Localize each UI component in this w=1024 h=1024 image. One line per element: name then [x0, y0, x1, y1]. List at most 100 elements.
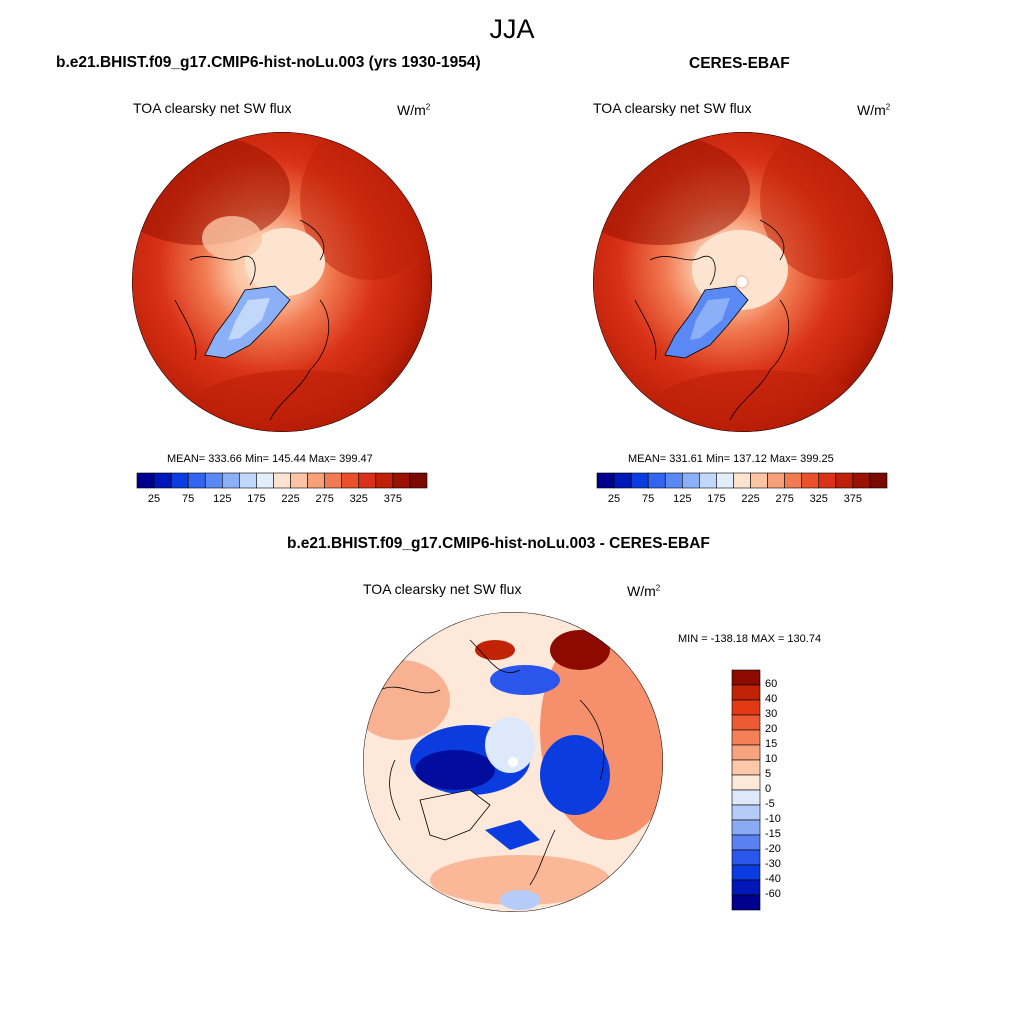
colorbar-tick-label: 175	[247, 493, 266, 505]
colorbar-box	[341, 472, 360, 489]
colorbar-tick-label: 125	[213, 493, 232, 505]
colorbar-tick-label: 20	[765, 723, 778, 735]
colorbar-left	[136, 472, 428, 489]
colorbar-box	[664, 472, 683, 489]
map-diff-field	[540, 735, 610, 815]
panel-right-stats: MEAN= 331.61 Min= 137.12 Max= 399.25	[628, 453, 834, 465]
map-left-field	[132, 135, 290, 245]
colorbar-tick-label: 40	[765, 693, 778, 705]
colorbar-box	[731, 864, 761, 881]
panel-left-title: b.e21.BHIST.f09_g17.CMIP6-hist-noLu.003 …	[56, 54, 481, 71]
colorbar-box	[307, 472, 325, 489]
colorbar-box	[731, 699, 761, 716]
colorbar-box	[716, 472, 734, 489]
panel-left-units: W/m2	[397, 102, 431, 118]
colorbar-diff	[731, 669, 761, 911]
colorbar-tick-label: 5	[765, 768, 772, 780]
colorbar-tick-label: 25	[147, 493, 161, 505]
map-diff-greenland	[419, 789, 491, 841]
map-diff-field	[490, 665, 560, 695]
colorbar-tick-label: 325	[349, 493, 368, 505]
colorbar-box	[731, 834, 761, 851]
colorbar-box	[187, 472, 206, 489]
colorbar-box	[613, 472, 632, 489]
colorbar-box	[204, 472, 223, 489]
map-diff-pole	[508, 757, 518, 767]
colorbar-box	[835, 472, 854, 489]
colorbar-tick-label: 275	[775, 493, 794, 505]
colorbar-tick-label: -30	[765, 858, 781, 870]
colorbar-tick-label: 25	[607, 493, 621, 505]
colorbar-tick-label: 0	[765, 783, 772, 795]
colorbar-box	[767, 472, 785, 489]
colorbar-box	[153, 472, 172, 489]
diff-units: W/m2	[627, 583, 661, 599]
map-left-field	[190, 370, 410, 432]
panel-right-title: CERES-EBAF	[689, 55, 790, 72]
colorbar-box	[869, 472, 888, 489]
colorbar-box	[239, 472, 257, 489]
map-right-field	[593, 135, 750, 245]
map-diff	[363, 612, 663, 912]
colorbar-box	[221, 472, 240, 489]
colorbar-tick-label: 325	[809, 493, 828, 505]
map-diff-field	[500, 890, 540, 910]
map-left-coastlines	[174, 219, 330, 421]
colorbar-box	[731, 669, 761, 686]
map-left-greenland-inner	[228, 298, 270, 340]
colorbar-tick-label: 75	[642, 493, 655, 505]
map-diff-field	[485, 820, 540, 850]
colorbar-box	[818, 472, 837, 489]
colorbar-box	[392, 472, 411, 489]
colorbar-box	[731, 774, 761, 791]
colorbar-box	[681, 472, 700, 489]
colorbar-tick-label: 125	[673, 493, 692, 505]
colorbar-box	[852, 472, 871, 489]
map-left	[132, 132, 432, 432]
colorbar-tick-label: -40	[765, 873, 781, 885]
colorbar-box	[801, 472, 820, 489]
colorbar-tick-label: 175	[707, 493, 726, 505]
map-left-arctic	[245, 228, 325, 296]
map-diff-arctic	[485, 717, 535, 773]
colorbar-box	[731, 714, 761, 731]
colorbar-box	[273, 472, 291, 489]
colorbar-tick-label: 275	[315, 493, 334, 505]
colorbar-box	[731, 849, 761, 866]
colorbar-box	[375, 472, 394, 489]
panel-right-variable: TOA clearsky net SW flux	[593, 100, 752, 116]
colorbar-box	[731, 804, 761, 821]
colorbar-box	[409, 472, 428, 489]
panel-right-units: W/m2	[857, 102, 891, 118]
panel-left-stats: MEAN= 333.66 Min= 145.44 Max= 399.47	[167, 453, 373, 465]
map-right-greenland-inner	[690, 298, 730, 340]
colorbar-box	[731, 879, 761, 896]
colorbar-tick-label: 60	[765, 678, 778, 690]
colorbar-box	[324, 472, 343, 489]
map-diff-field	[363, 660, 450, 740]
colorbar-box	[731, 894, 761, 911]
colorbar-box	[750, 472, 768, 489]
panel-left-variable: TOA clearsky net SW flux	[133, 100, 292, 116]
map-right	[593, 132, 893, 432]
colorbar-box	[731, 789, 761, 806]
colorbar-box	[136, 472, 155, 489]
colorbar-box	[699, 472, 717, 489]
colorbar-tick-label: 375	[843, 493, 863, 505]
map-diff-field	[415, 750, 495, 790]
colorbar-tick-label: 75	[182, 493, 195, 505]
colorbar-tick-label: -10	[765, 813, 781, 825]
map-right-pole	[735, 275, 749, 289]
colorbar-box	[170, 472, 189, 489]
colorbar-tick-label: -60	[765, 888, 781, 900]
colorbar-box	[784, 472, 803, 489]
map-right-coastlines	[634, 219, 790, 421]
diff-variable: TOA clearsky net SW flux	[363, 581, 522, 597]
colorbar-tick-label: 15	[765, 738, 778, 750]
colorbar-box	[290, 472, 308, 489]
map-right-field	[650, 370, 870, 432]
map-left-field	[202, 216, 262, 260]
map-diff-field	[430, 855, 610, 905]
colorbar-tick-label: -15	[765, 828, 781, 840]
colorbar-box	[630, 472, 649, 489]
